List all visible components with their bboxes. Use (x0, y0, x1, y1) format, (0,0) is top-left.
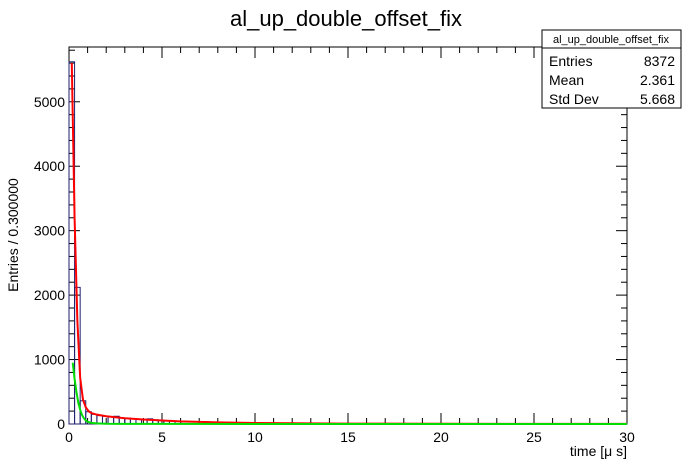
fit-layer (70, 63, 628, 425)
histogram-layer (68, 61, 628, 425)
x-tick-label: 30 (619, 429, 635, 445)
fit-curve-green (71, 362, 627, 425)
y-axis-label: Entries / 0.300000 (5, 178, 21, 292)
chart-title: al_up_double_offset_fix (230, 6, 462, 31)
fit-curve-red (70, 63, 628, 425)
stats-stddev-value: 5.668 (640, 91, 675, 107)
x-axis-label: time [μ s] (570, 443, 627, 459)
x-axis: 0 5 10 15 20 25 30 (65, 47, 635, 445)
x-tick-label: 15 (340, 429, 356, 445)
x-tick-label: 25 (526, 429, 542, 445)
x-tick-label: 10 (247, 429, 263, 445)
y-tick-label: 1000 (34, 352, 65, 368)
stats-mean-label: Mean (549, 72, 584, 88)
stats-box-frame (541, 29, 682, 109)
y-tick-label: 5000 (34, 94, 65, 110)
stats-entries-label: Entries (549, 53, 593, 69)
stats-box-title: al_up_double_offset_fix (553, 34, 670, 46)
stats-stddev-label: Std Dev (549, 91, 599, 107)
x-tick-label: 0 (65, 429, 73, 445)
x-tick-label: 5 (158, 429, 166, 445)
stats-box: al_up_double_offset_fix Entries 8372 Mea… (541, 29, 682, 109)
y-tick-label: 3000 (34, 223, 65, 239)
stats-entries-value: 8372 (644, 53, 675, 69)
y-tick-label: 4000 (34, 158, 65, 174)
stats-mean-value: 2.361 (640, 72, 675, 88)
y-tick-label: 0 (57, 416, 65, 432)
y-axis: 0 1000 2000 3000 4000 5000 (34, 49, 627, 432)
x-tick-label: 20 (433, 429, 449, 445)
y-tick-label: 2000 (34, 287, 65, 303)
